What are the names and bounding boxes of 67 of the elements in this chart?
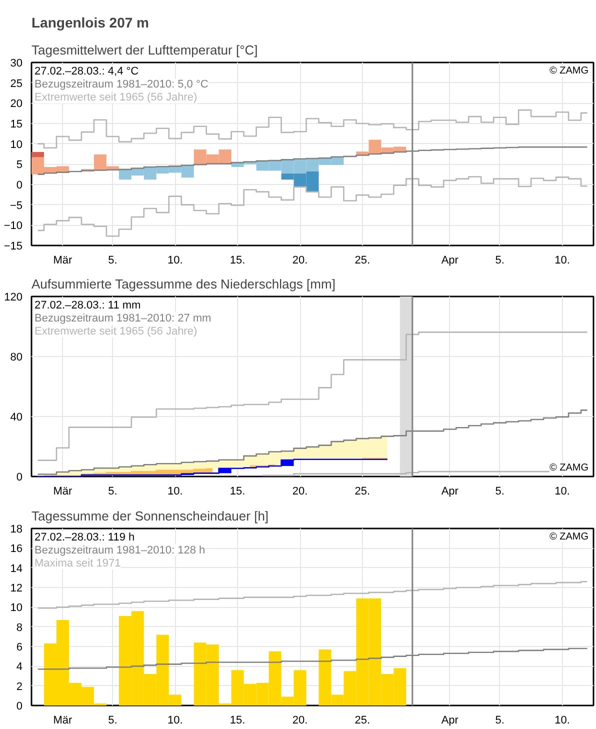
x-tick-label: 10. bbox=[167, 254, 183, 266]
y-tick-label: 0 bbox=[16, 700, 23, 712]
y-tick-label: 30 bbox=[10, 58, 23, 70]
y-tick-label: 0 bbox=[16, 180, 23, 192]
text: Bezugszeitraum 1981–2010: 5,0 °C bbox=[34, 78, 208, 90]
chart-title: Langenlois 207 m bbox=[32, 14, 149, 30]
x-tick-label: Mär bbox=[53, 486, 73, 498]
y-tick-label: −5 bbox=[10, 200, 23, 212]
y-tick-label: 4 bbox=[16, 661, 23, 674]
y-tick-label: 40 bbox=[10, 412, 23, 424]
x-tick-label: 25. bbox=[354, 254, 370, 266]
x-tick-label: Apr bbox=[441, 714, 459, 726]
y-tick-label: 5 bbox=[16, 159, 23, 172]
text: Bezugszeitraum 1981–2010: 27 mm bbox=[34, 312, 212, 324]
y-tick-label: 15 bbox=[10, 118, 23, 130]
x-tick-label: 20. bbox=[292, 486, 308, 498]
y-tick-label: 0 bbox=[16, 472, 23, 484]
x-tick-label: 5. bbox=[495, 254, 504, 266]
y-tick-label: 10 bbox=[10, 602, 23, 614]
y-tick-label: 10 bbox=[10, 138, 23, 151]
x-tick-label: 15. bbox=[230, 254, 246, 266]
x-tick-label: 10. bbox=[554, 254, 570, 266]
y-tick-label: −10 bbox=[4, 220, 23, 232]
y-tick-label: 8 bbox=[16, 622, 23, 634]
y-tick-label: 18 bbox=[10, 524, 23, 536]
x-tick-label: 10. bbox=[167, 486, 183, 498]
x-tick-label: 5. bbox=[108, 714, 118, 726]
x-tick-label: 10. bbox=[167, 714, 183, 726]
x-tick-label: 5. bbox=[495, 486, 504, 498]
annotation: © ZAMG bbox=[549, 66, 589, 76]
y-tick-label: −15 bbox=[4, 240, 23, 252]
annotation: 27.02.–28.03.: 119 h bbox=[34, 532, 135, 544]
x-tick-label: 10. bbox=[554, 486, 570, 498]
y-tick-label: 120 bbox=[4, 292, 23, 304]
x-tick-label: 5. bbox=[495, 714, 504, 726]
text: Extremwerte seit 1965 (56 Jahre) bbox=[34, 92, 198, 104]
x-tick-label: Mär bbox=[53, 254, 73, 266]
annotation: © ZAMG bbox=[549, 532, 589, 542]
y-tick-label: 14 bbox=[10, 562, 23, 575]
y-tick-label: 25 bbox=[10, 78, 23, 90]
x-tick-label: 5. bbox=[108, 486, 118, 498]
x-tick-label: 20. bbox=[292, 714, 308, 726]
annotation: 27.02.–28.03.: 11 mm bbox=[34, 300, 141, 312]
annotation: 27.02.–28.03.: 4,4 °C bbox=[34, 66, 139, 78]
y-tick-label: 16 bbox=[10, 543, 23, 556]
text: Maxima seit 1971 bbox=[34, 558, 121, 570]
x-tick-label: 15. bbox=[230, 714, 246, 726]
x-tick-label: 15. bbox=[230, 486, 246, 498]
chart-title: Tagessumme der Sonnenscheindauer [h] bbox=[32, 508, 269, 524]
y-tick-label: 6 bbox=[16, 642, 23, 654]
x-tick-label: Mär bbox=[53, 714, 73, 726]
text: Bezugszeitraum 1981–2010: 128 h bbox=[34, 544, 206, 556]
annotation: © ZAMG bbox=[549, 462, 589, 474]
y-tick-label: 12 bbox=[10, 582, 23, 594]
y-tick-label: 80 bbox=[10, 352, 23, 364]
x-tick-label: 5. bbox=[108, 254, 118, 266]
x-tick-label: Apr bbox=[441, 254, 459, 266]
text: Extremwerte seit 1965 (56 Jahre) bbox=[34, 326, 198, 338]
x-tick-label: 25. bbox=[354, 714, 370, 726]
x-tick-label: 10. bbox=[554, 714, 570, 726]
y-tick-label: 2 bbox=[16, 680, 23, 693]
x-tick-label: Apr bbox=[441, 486, 459, 498]
x-tick-label: 20. bbox=[292, 254, 308, 266]
y-tick-label: 20 bbox=[10, 98, 23, 110]
chart-title: Aufsummierte Tagessumme des Niederschlags [mm] bbox=[32, 276, 336, 292]
chart-subtitle: Tagesmittelwert der Lufttemperatur [°C] bbox=[32, 42, 258, 58]
x-tick-label: 25. bbox=[354, 486, 370, 498]
